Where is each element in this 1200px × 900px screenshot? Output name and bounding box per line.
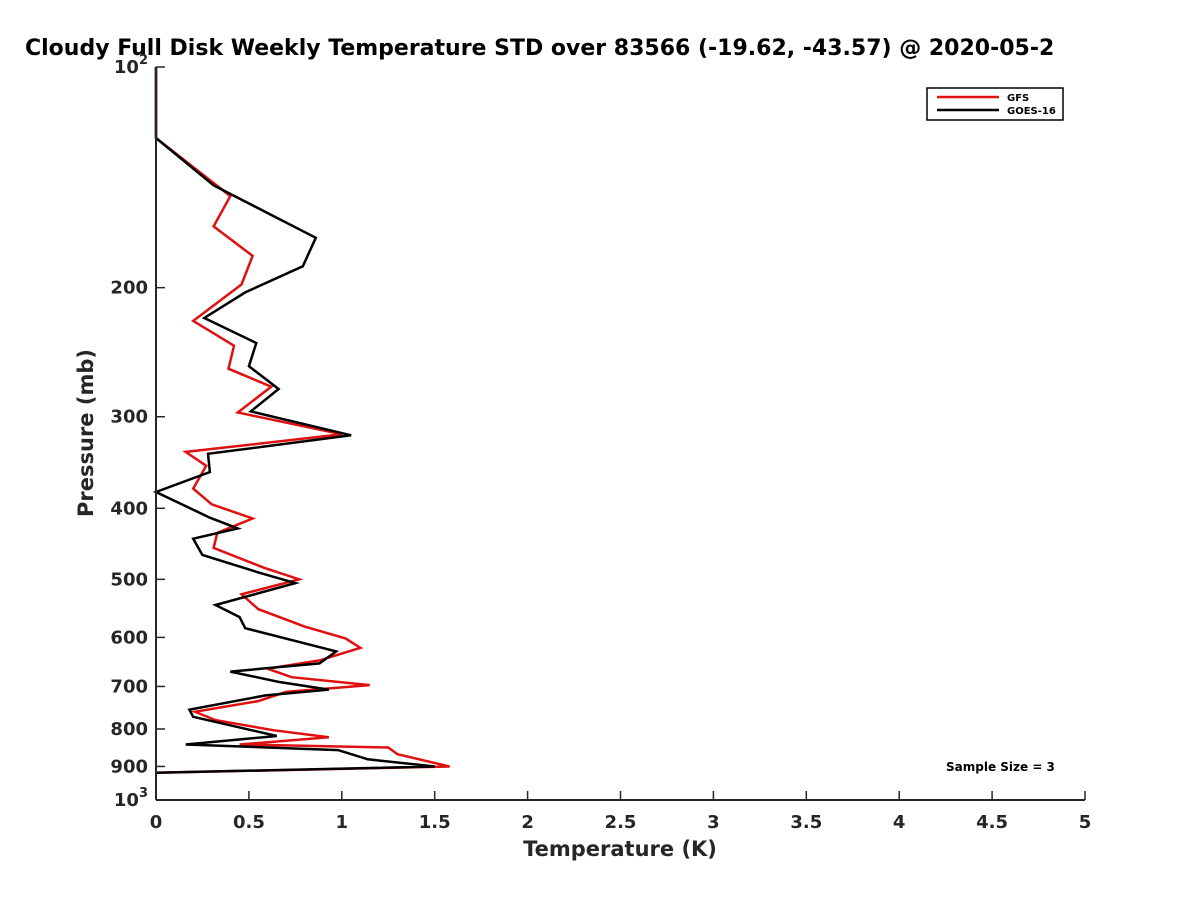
- legend-label-goes16: GOES-16: [1007, 106, 1056, 117]
- y-axis-label: Pressure (mb): [74, 349, 98, 517]
- y-tick-label: 400: [110, 498, 148, 519]
- x-tick-label: 1.5: [419, 812, 451, 833]
- y-tick-label: 103: [114, 786, 148, 811]
- x-tick-label: 1: [336, 812, 349, 833]
- x-tick-label: 0: [150, 812, 163, 833]
- series-layer: [152, 67, 450, 775]
- y-tick-label: 200: [110, 278, 148, 299]
- plot-area: [156, 67, 1085, 800]
- x-tick-label: 4.5: [976, 812, 1008, 833]
- y-tick-label: 300: [110, 407, 148, 428]
- x-tick-label: 3: [707, 812, 720, 833]
- x-tick-label: 4: [893, 812, 906, 833]
- series-line-gfs: [154, 67, 450, 775]
- chart-title: Cloudy Full Disk Weekly Temperature STD …: [25, 36, 1054, 61]
- y-tick-label: 500: [110, 569, 148, 590]
- legend: GFS GOES-16: [926, 87, 1064, 121]
- y-tick-label: 800: [110, 719, 148, 740]
- legend-box: [926, 87, 1064, 121]
- y-tick-label: 900: [110, 756, 148, 777]
- y-tick-label: 700: [110, 676, 148, 697]
- x-axis-label: Temperature (K): [523, 837, 717, 861]
- x-tick-label: 3.5: [790, 812, 822, 833]
- series-line-goes-16: [152, 67, 435, 775]
- y-tick-label: 102: [114, 53, 148, 78]
- axis-ticks: 0 0.5 1 1.5 2 2.5 3 3.5 4 4.5 5 102 200 300 400 500 600 7…: [110, 53, 1091, 833]
- y-tick-label: 600: [110, 627, 148, 648]
- legend-label-gfs: GFS: [1007, 93, 1029, 104]
- x-tick-label: 0.5: [233, 812, 265, 833]
- x-tick-label: 5: [1079, 812, 1092, 833]
- x-tick-label: 2.5: [605, 812, 637, 833]
- sample-size-annotation: Sample Size = 3: [946, 760, 1055, 774]
- x-tick-label: 2: [521, 812, 534, 833]
